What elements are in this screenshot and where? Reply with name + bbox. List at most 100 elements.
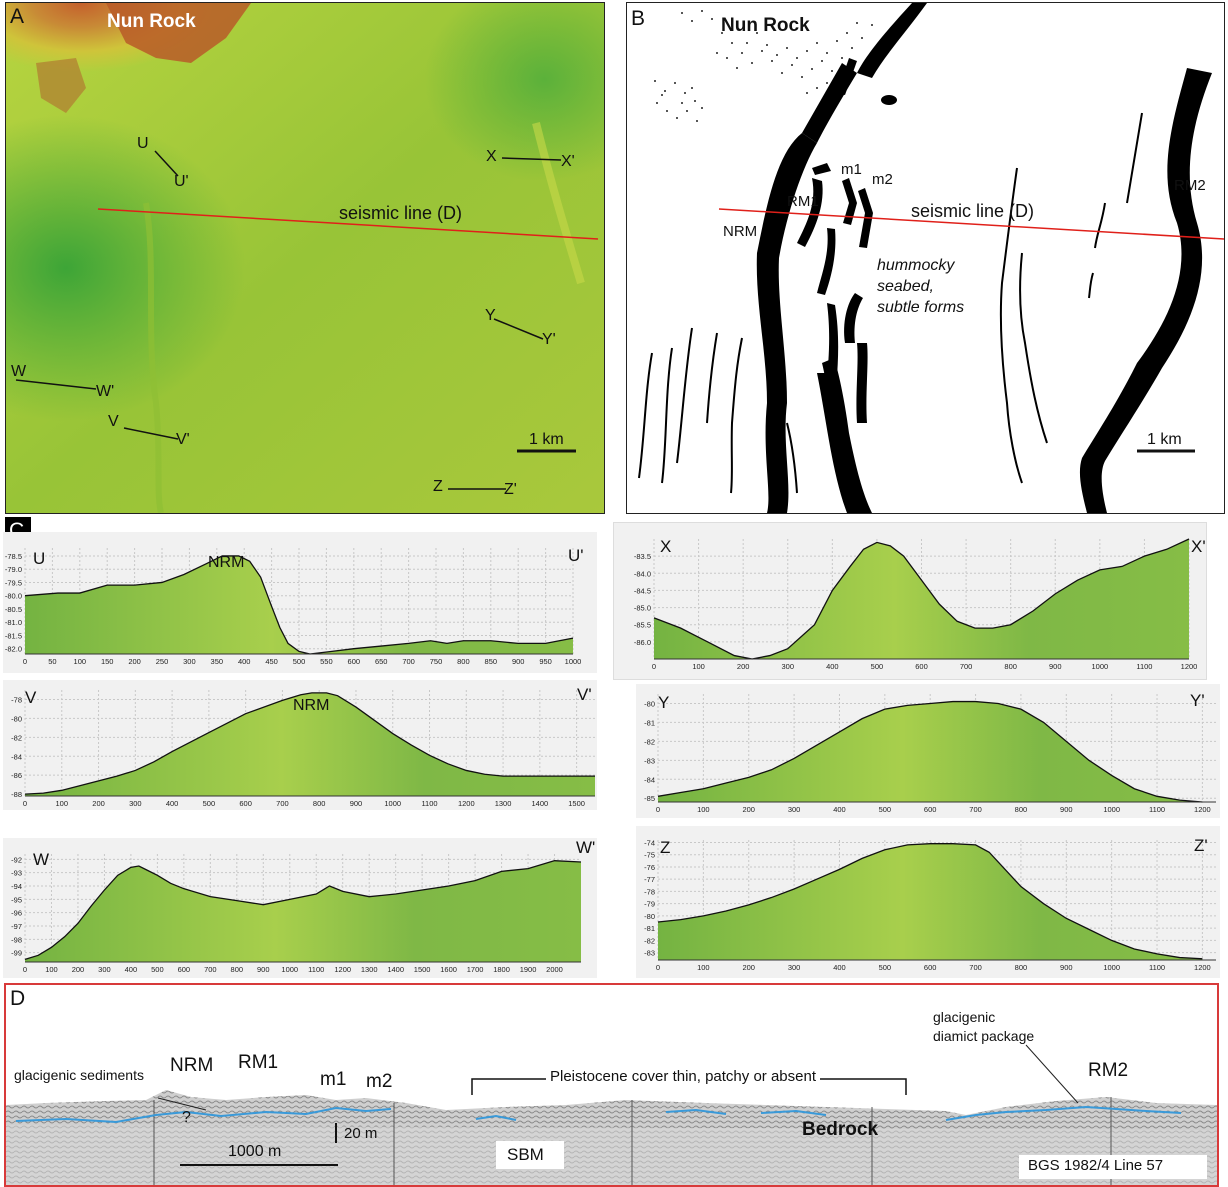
label-v: V bbox=[108, 413, 119, 430]
hummocky-label-2: seabed, bbox=[877, 278, 934, 295]
x-tick-label: 450 bbox=[265, 657, 278, 666]
x-tick-label: 1200 bbox=[1194, 805, 1211, 814]
profile-uu-feature: NRM bbox=[208, 554, 245, 571]
profile-xx-chart: 0 100 200 300 400 500 600 700 800 900 1000 1100 1200… bbox=[634, 538, 1198, 671]
x-tick-label: 1100 bbox=[1149, 963, 1165, 972]
profile-vv-feature: NRM bbox=[293, 697, 330, 714]
x-tick-label: 300 bbox=[788, 963, 801, 972]
profile-vv-end: V' bbox=[577, 685, 592, 704]
y-tick-label: -98 bbox=[11, 935, 22, 944]
profile-uu-chart: 0 50 100 150 200 250 300 350 400 450 500 550 600 650 7… bbox=[5, 548, 581, 666]
x-tick-label: 350 bbox=[211, 657, 224, 666]
x-tick-label: 250 bbox=[156, 657, 169, 666]
x-tick-label: 0 bbox=[23, 657, 27, 666]
profile-line bbox=[657, 843, 1203, 960]
y-tick-label: -77 bbox=[644, 875, 655, 884]
x-tick-label: 1800 bbox=[493, 965, 510, 974]
x-tick-label: 400 bbox=[833, 805, 846, 814]
y-tick-label: -88 bbox=[11, 790, 22, 799]
y-tick-label: -85 bbox=[644, 794, 655, 803]
x-tick-label: 700 bbox=[276, 799, 289, 808]
x-tick-label: 600 bbox=[348, 657, 361, 666]
label-u-prime: U' bbox=[174, 173, 189, 190]
diamict-label-1: glacigenic bbox=[933, 1009, 996, 1025]
x-tick-label: 1100 bbox=[421, 799, 437, 808]
m1-label-d: m1 bbox=[320, 1069, 347, 1090]
y-tick-label: -81 bbox=[644, 924, 655, 933]
profile-line bbox=[24, 860, 582, 960]
x-tick-label: 400 bbox=[125, 965, 138, 974]
x-tick-label: 900 bbox=[1049, 662, 1062, 671]
y-tick-label: -84 bbox=[11, 752, 22, 761]
nun-rock-label: Nun Rock bbox=[107, 11, 196, 32]
x-tick-label: 200 bbox=[742, 805, 755, 814]
hummocky-label-1: hummocky bbox=[877, 257, 955, 274]
y-tick-label: -80 bbox=[644, 699, 655, 708]
y-tick-label: -80 bbox=[644, 912, 655, 921]
rm1-label-b: RM1 bbox=[787, 193, 819, 210]
y-tick-label: -81.0 bbox=[5, 618, 22, 627]
x-tick-label: 1300 bbox=[361, 965, 378, 974]
label-x: X bbox=[486, 148, 497, 165]
panel-b: B Nun Rock seismic line (D) 1 km NRM RM1… bbox=[626, 2, 1225, 514]
y-tick-label: -78.5 bbox=[5, 552, 22, 561]
x-tick-label: 700 bbox=[969, 805, 982, 814]
x-tick-label: 300 bbox=[129, 799, 142, 808]
profile-xx: 0 100 200 300 400 500 600 700 800 900 1000 1100 1200… bbox=[613, 522, 1207, 680]
y-tick-label: -86.0 bbox=[634, 638, 651, 647]
panel-letter-d: D bbox=[10, 987, 26, 1010]
rm1-label-d: RM1 bbox=[238, 1052, 279, 1073]
x-tick-label: 600 bbox=[924, 805, 937, 814]
x-tick-label: 800 bbox=[457, 657, 470, 666]
profile-uu-end: U' bbox=[568, 546, 584, 565]
m2-label-d: m2 bbox=[366, 1071, 393, 1092]
x-tick-label: 500 bbox=[879, 963, 892, 972]
y-tick-label: -80 bbox=[11, 714, 22, 723]
label-w-prime: W' bbox=[96, 383, 115, 400]
profile-uu-start: U bbox=[33, 549, 46, 568]
x-tick-label: 1400 bbox=[531, 799, 548, 808]
m1-label-b: m1 bbox=[841, 161, 862, 178]
nun-rock-label-b: Nun Rock bbox=[721, 15, 810, 36]
hummocky-label-3: subtle forms bbox=[877, 299, 965, 316]
scale-label: 1 km bbox=[529, 431, 564, 448]
y-tick-label: -97 bbox=[11, 922, 22, 931]
x-tick-label: 950 bbox=[539, 657, 552, 666]
profile-yy-start: Y bbox=[658, 693, 670, 712]
x-tick-label: 1000 bbox=[281, 965, 298, 974]
x-tick-label: 100 bbox=[74, 657, 87, 666]
profile-vv-chart: 0 100 200 300 400 500 600 700 800 900 1000 1100 1200… bbox=[11, 690, 595, 808]
x-tick-label: 650 bbox=[375, 657, 388, 666]
x-tick-label: 600 bbox=[924, 963, 937, 972]
y-tick-label: -79 bbox=[644, 900, 655, 909]
x-tick-label: 1000 bbox=[384, 799, 401, 808]
x-tick-label: 1400 bbox=[387, 965, 404, 974]
panel-letter-a: A bbox=[10, 5, 25, 28]
bathymetry-map bbox=[6, 3, 604, 513]
y-tick-label: -84.5 bbox=[634, 586, 651, 595]
profile-xx-start: X bbox=[660, 537, 672, 556]
x-tick-label: 600 bbox=[178, 965, 191, 974]
x-tick-label: 300 bbox=[183, 657, 196, 666]
x-tick-label: 1200 bbox=[334, 965, 351, 974]
y-tick-label: -83.5 bbox=[634, 552, 651, 561]
x-tick-label: 1100 bbox=[1149, 805, 1165, 814]
y-tick-label: -81.5 bbox=[5, 631, 22, 640]
x-tick-label: 1200 bbox=[1181, 662, 1198, 671]
scale-label-b: 1 km bbox=[1147, 431, 1182, 448]
y-tick-label: -99 bbox=[11, 949, 22, 958]
x-tick-label: 700 bbox=[204, 965, 217, 974]
x-tick-label: 100 bbox=[697, 805, 710, 814]
m2-label-b: m2 bbox=[872, 171, 893, 188]
y-tick-label: -78 bbox=[644, 887, 655, 896]
profile-area bbox=[654, 539, 1189, 659]
seismic-line-label-b: seismic line (D) bbox=[911, 201, 1035, 221]
x-tick-label: 900 bbox=[512, 657, 525, 666]
x-tick-label: 200 bbox=[72, 965, 85, 974]
profile-ww-end: W' bbox=[576, 838, 596, 857]
x-tick-label: 600 bbox=[239, 799, 252, 808]
x-tick-label: 750 bbox=[430, 657, 443, 666]
y-tick-label: -80.5 bbox=[5, 605, 22, 614]
y-tick-label: -74 bbox=[644, 838, 655, 847]
y-tick-label: -96 bbox=[11, 909, 22, 918]
